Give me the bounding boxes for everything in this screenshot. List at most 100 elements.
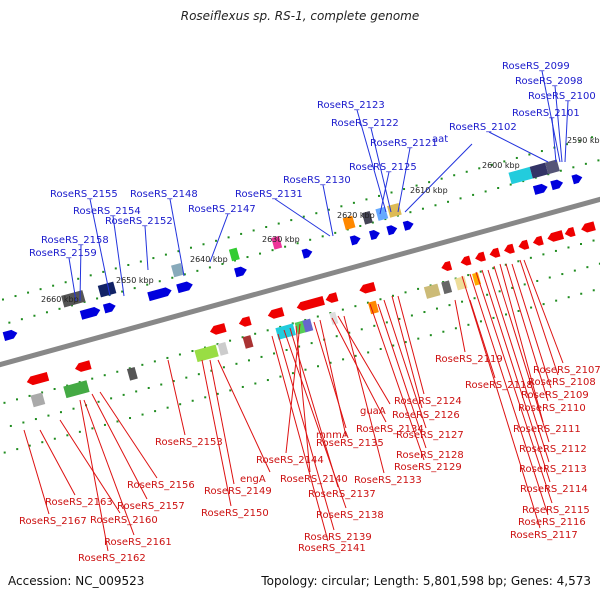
reverse-gene (267, 307, 285, 319)
tick-dot (66, 434, 69, 437)
feature-box-box (242, 335, 254, 349)
feature-box (271, 235, 283, 250)
tick-dot (235, 362, 238, 365)
tick-dot (522, 180, 525, 183)
tick-dot (359, 224, 362, 227)
leader-line (397, 295, 425, 395)
leader-line (469, 299, 496, 379)
gene-label-bottom: RoseRS_2149 (204, 486, 272, 497)
tick-dot (164, 253, 167, 256)
forward-gene-arrow (532, 183, 548, 195)
tick-dot (20, 318, 23, 321)
tick-dot (154, 410, 157, 413)
feature-box-box (228, 247, 240, 262)
gene-labels: 2590 kbp 2600 kbp 2610 kbp 2620 kbp 2630 kbp… (19, 61, 600, 564)
forward-gene-arrow (402, 220, 414, 231)
tick-dot (210, 369, 213, 372)
tick-dot (417, 287, 420, 290)
tick-dot (554, 249, 557, 252)
forward-gene-arrow (386, 225, 398, 236)
gene-label-bottom: RoseRS_2157 (117, 501, 185, 512)
forward-gene (349, 235, 361, 246)
tick-dot (342, 358, 345, 361)
accession-text: Accession: NC_009523 (8, 574, 145, 588)
gene-label-bottom: RoseRS_2133 (354, 475, 422, 486)
tick-dot (41, 441, 44, 444)
tick-dot (479, 320, 482, 323)
tick-dot (172, 380, 175, 383)
tick-dot (171, 276, 174, 279)
tick-dot (509, 183, 512, 186)
gene-label-bottom: RoseRS_2128 (396, 450, 464, 461)
tick-dot (296, 242, 299, 245)
tick-dot (592, 289, 595, 292)
forward-gene-arrow (301, 248, 313, 259)
tick-dot (542, 303, 545, 306)
gene-label-bottom: RoseRS_2153 (155, 437, 223, 448)
tick-dot (229, 339, 232, 342)
feature-box-box (386, 202, 402, 218)
reverse-gene (209, 323, 227, 335)
feature-box-box (361, 210, 373, 225)
tick-dot (354, 305, 357, 308)
tick-dot (329, 361, 332, 364)
forward-gene-arrow (2, 329, 18, 341)
tick-dot (290, 219, 293, 222)
tick-dot (158, 280, 161, 283)
tick-dot (64, 281, 67, 284)
feature-box-box (441, 280, 453, 295)
tick-dot (298, 345, 301, 348)
feature-box (171, 263, 184, 278)
reverse-gene (26, 371, 50, 386)
reverse-gene (238, 316, 252, 327)
tick-dot (202, 243, 205, 246)
feature-box (375, 206, 389, 221)
leader-line (523, 259, 564, 364)
tick-dot (484, 190, 487, 193)
tick-dot (271, 249, 274, 252)
gene-label-bottom: RoseRS_2117 (510, 530, 578, 541)
leader-line (379, 171, 390, 215)
forward-gene (369, 230, 380, 241)
tick-dot (102, 270, 105, 273)
tick-dot (335, 335, 338, 338)
leader-line (511, 263, 552, 389)
gene-label-top: RoseRS_2148 (130, 189, 198, 200)
tick-dot (429, 334, 432, 337)
forward-gene (79, 307, 101, 320)
tick-dot (229, 389, 232, 392)
feature-box (228, 247, 240, 262)
tick-dot (528, 153, 531, 156)
topology-text: Topology: circular; Length: 5,801,598 bp… (261, 574, 591, 588)
tick-dot (315, 212, 318, 215)
leader-line (167, 359, 186, 436)
gene-label-top: RoseRS_2098 (515, 76, 583, 87)
leader-line (551, 117, 557, 163)
tick-dot (540, 150, 543, 153)
leader-line (331, 317, 387, 423)
tick-dot (215, 239, 218, 242)
feature-box-box (63, 380, 90, 399)
tick-dot (28, 394, 31, 397)
tick-dot (392, 294, 395, 297)
forward-gene (102, 302, 116, 314)
leader-line (469, 273, 549, 516)
tick-label: 2640 kbp (190, 255, 228, 264)
tick-dot (89, 274, 92, 277)
gene-label-bottom: RoseRS_2119 (435, 354, 503, 365)
leader-line (39, 429, 76, 496)
tick-dot (160, 383, 163, 386)
reverse-gene-arrow (547, 230, 565, 242)
tick-dot (191, 399, 194, 402)
leader-line (91, 393, 148, 500)
forward-gene (301, 248, 313, 259)
tick-dot (33, 314, 36, 317)
tick-dot (273, 352, 276, 355)
tick-dot (523, 283, 526, 286)
tick-dot (465, 170, 468, 173)
tick-dot (447, 200, 450, 203)
tick-dot (498, 290, 501, 293)
gene-label-top: RoseRS_2147 (188, 204, 256, 215)
gene-label-bottom: RoseRS_2167 (19, 516, 87, 527)
